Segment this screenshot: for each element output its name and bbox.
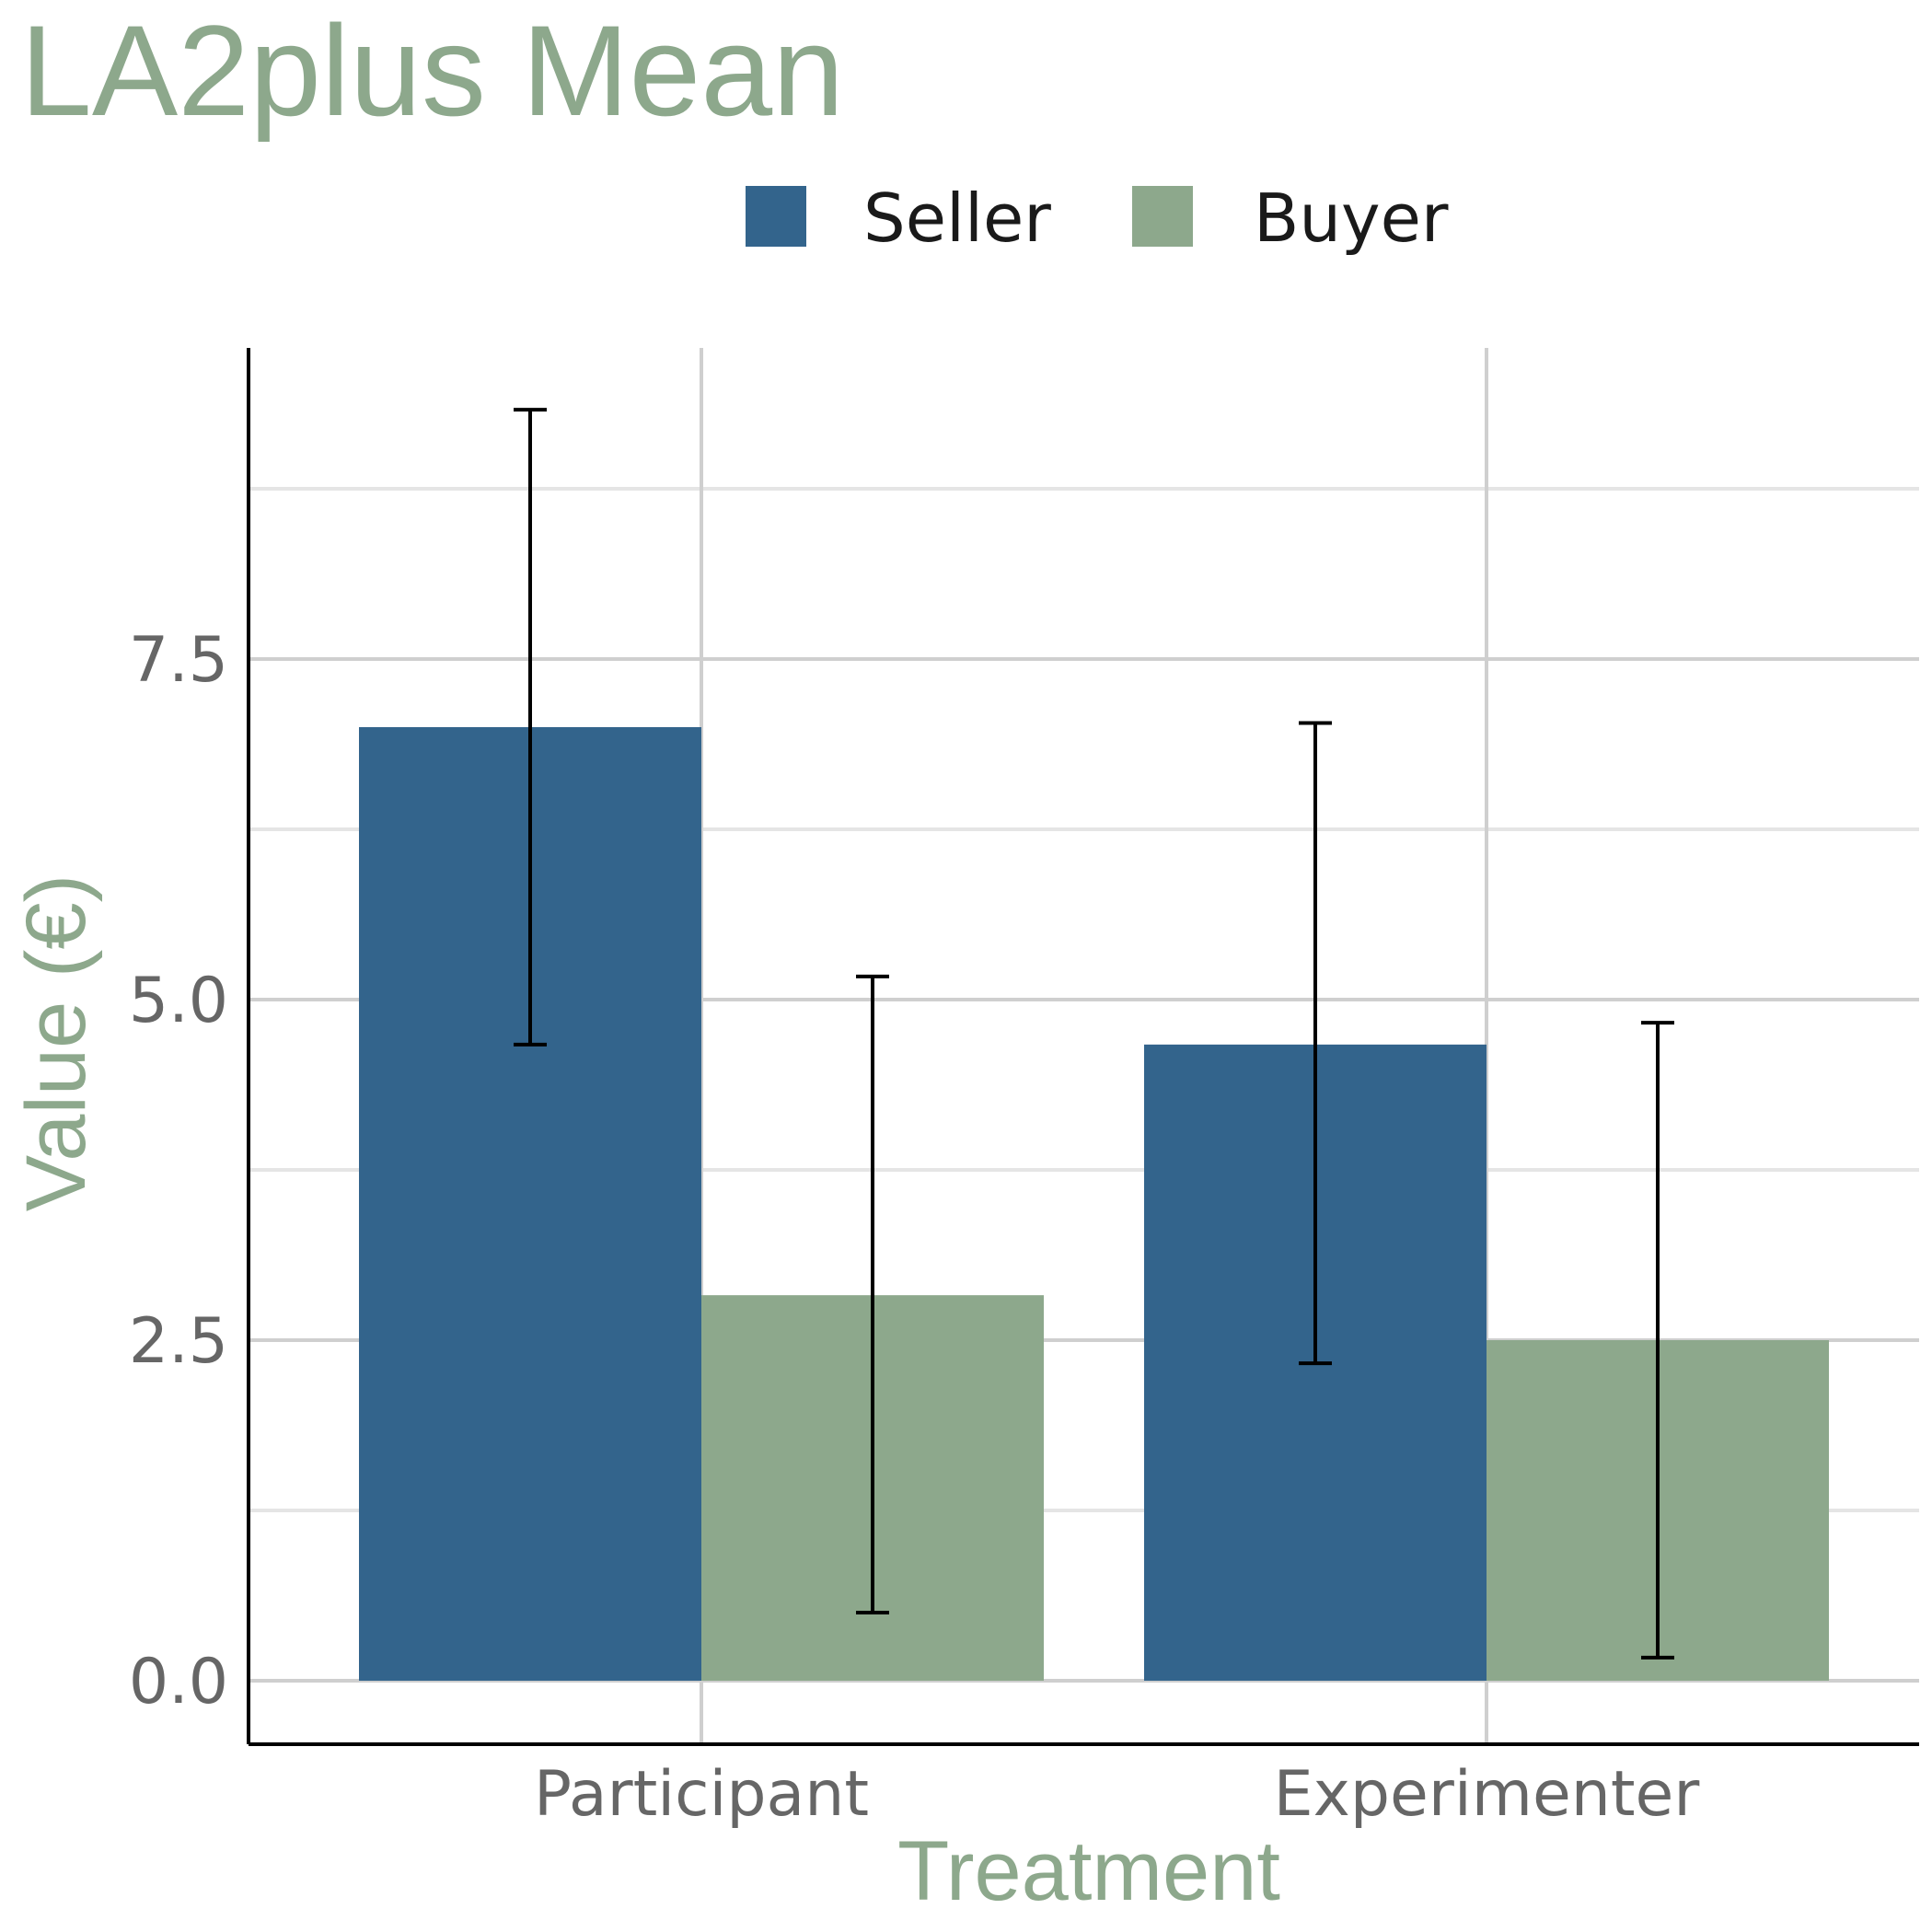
legend-swatch-seller: [746, 186, 806, 247]
legend-swatch-buyer: [1132, 186, 1193, 247]
bars: [359, 727, 1829, 1681]
error-bar-seller-experimenter: [1299, 721, 1332, 1366]
legend: Seller Buyer: [746, 179, 1449, 257]
error-bar-buyer-participant: [856, 974, 889, 1614]
error-bars: [514, 408, 1674, 1660]
y-axis-title: Value (€): [9, 874, 103, 1211]
error-bar-seller-participant: [514, 408, 547, 1047]
x-tick-label: Participant: [534, 1758, 869, 1831]
legend-label-buyer: Buyer: [1254, 179, 1449, 257]
x-axis-title: Treatment: [897, 1824, 1280, 1918]
chart-title: LA2plus Mean: [20, 0, 844, 143]
axes: [247, 348, 1919, 1746]
legend-label-seller: Seller: [863, 179, 1051, 257]
x-tick-label: Experimenter: [1274, 1758, 1700, 1831]
error-bar-buyer-experimenter: [1641, 1021, 1674, 1660]
y-tick-label: 7.5: [129, 624, 228, 697]
y-tick-label: 0.0: [129, 1646, 228, 1718]
y-tick-label: 5.0: [129, 965, 228, 1037]
y-tick-label: 2.5: [129, 1305, 228, 1378]
tick-labels: 0.0 2.5 5.0 7.5 Participant Experimenter: [129, 624, 1700, 1831]
